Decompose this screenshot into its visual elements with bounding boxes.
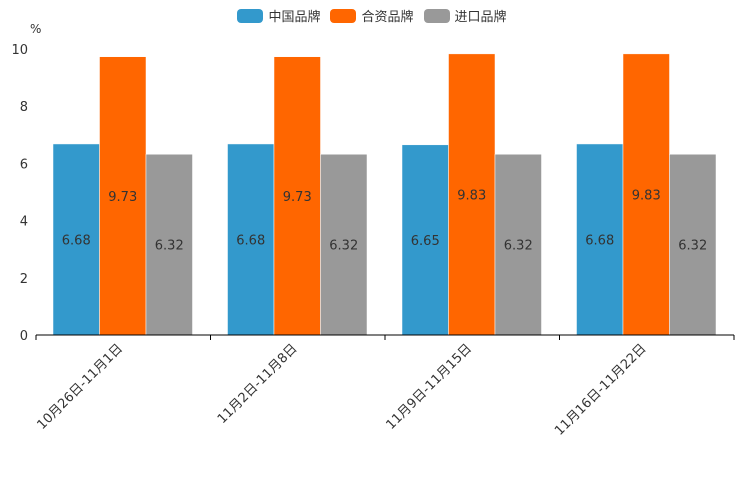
bar-1-0 [99,56,147,336]
bar-value-label: 6.68 [585,233,614,248]
bar-value-label: 9.83 [457,188,486,203]
x-tick-label: 11月9日-11月15日 [383,341,475,433]
bar-value-label: 6.68 [236,233,265,248]
bar-value-label: 6.32 [504,239,533,254]
legend-label-jv: 合资品牌 [361,10,414,25]
bar-value-label: 9.73 [108,190,137,205]
y-tick-label: 0 [20,329,28,344]
legend-swatch-jv [330,8,357,23]
legend-swatch-import [423,8,450,23]
legend-item-import[interactable]: 进口品牌 [423,6,507,25]
bar-2-0 [145,153,193,336]
x-tick-label: 10月26日-11月1日 [34,341,126,433]
legend-label-import: 进口品牌 [454,10,507,25]
bar-0-2 [401,144,449,336]
legend-item-china[interactable]: 中国品牌 [237,6,320,25]
bar-value-label: 9.83 [632,188,661,203]
bar-value-label: 9.73 [283,190,312,205]
legend-label-china: 中国品牌 [268,10,321,25]
bar-value-label: 6.32 [155,239,184,254]
y-tick-label: 6 [20,157,28,172]
y-tick-label: 4 [20,215,28,230]
x-tick-label: 11月16日-11月22日 [552,341,649,438]
bar-2-2 [494,153,542,336]
legend-swatch-china [237,8,264,23]
bar-value-label: 6.68 [62,233,91,248]
bar-0-1 [227,143,275,336]
bar-2-1 [320,153,368,336]
legend-item-jv[interactable]: 合资品牌 [330,6,414,25]
bar-value-label: 6.32 [329,239,358,254]
y-tick-label: 2 [20,272,28,287]
bar-2-3 [669,153,717,336]
bar-value-label: 6.32 [678,239,707,254]
y-tick-label: 8 [20,100,28,115]
bar-value-label: 6.65 [411,234,440,249]
bar-1-1 [273,56,321,336]
bar-0-3 [576,143,624,336]
legend: 中国品牌 合资品牌 进口品牌 [0,6,744,25]
y-axis-unit-label: % [30,22,42,36]
x-tick-label: 11月2日-11月8日 [215,341,301,427]
y-tick-label: 10 [11,43,28,58]
